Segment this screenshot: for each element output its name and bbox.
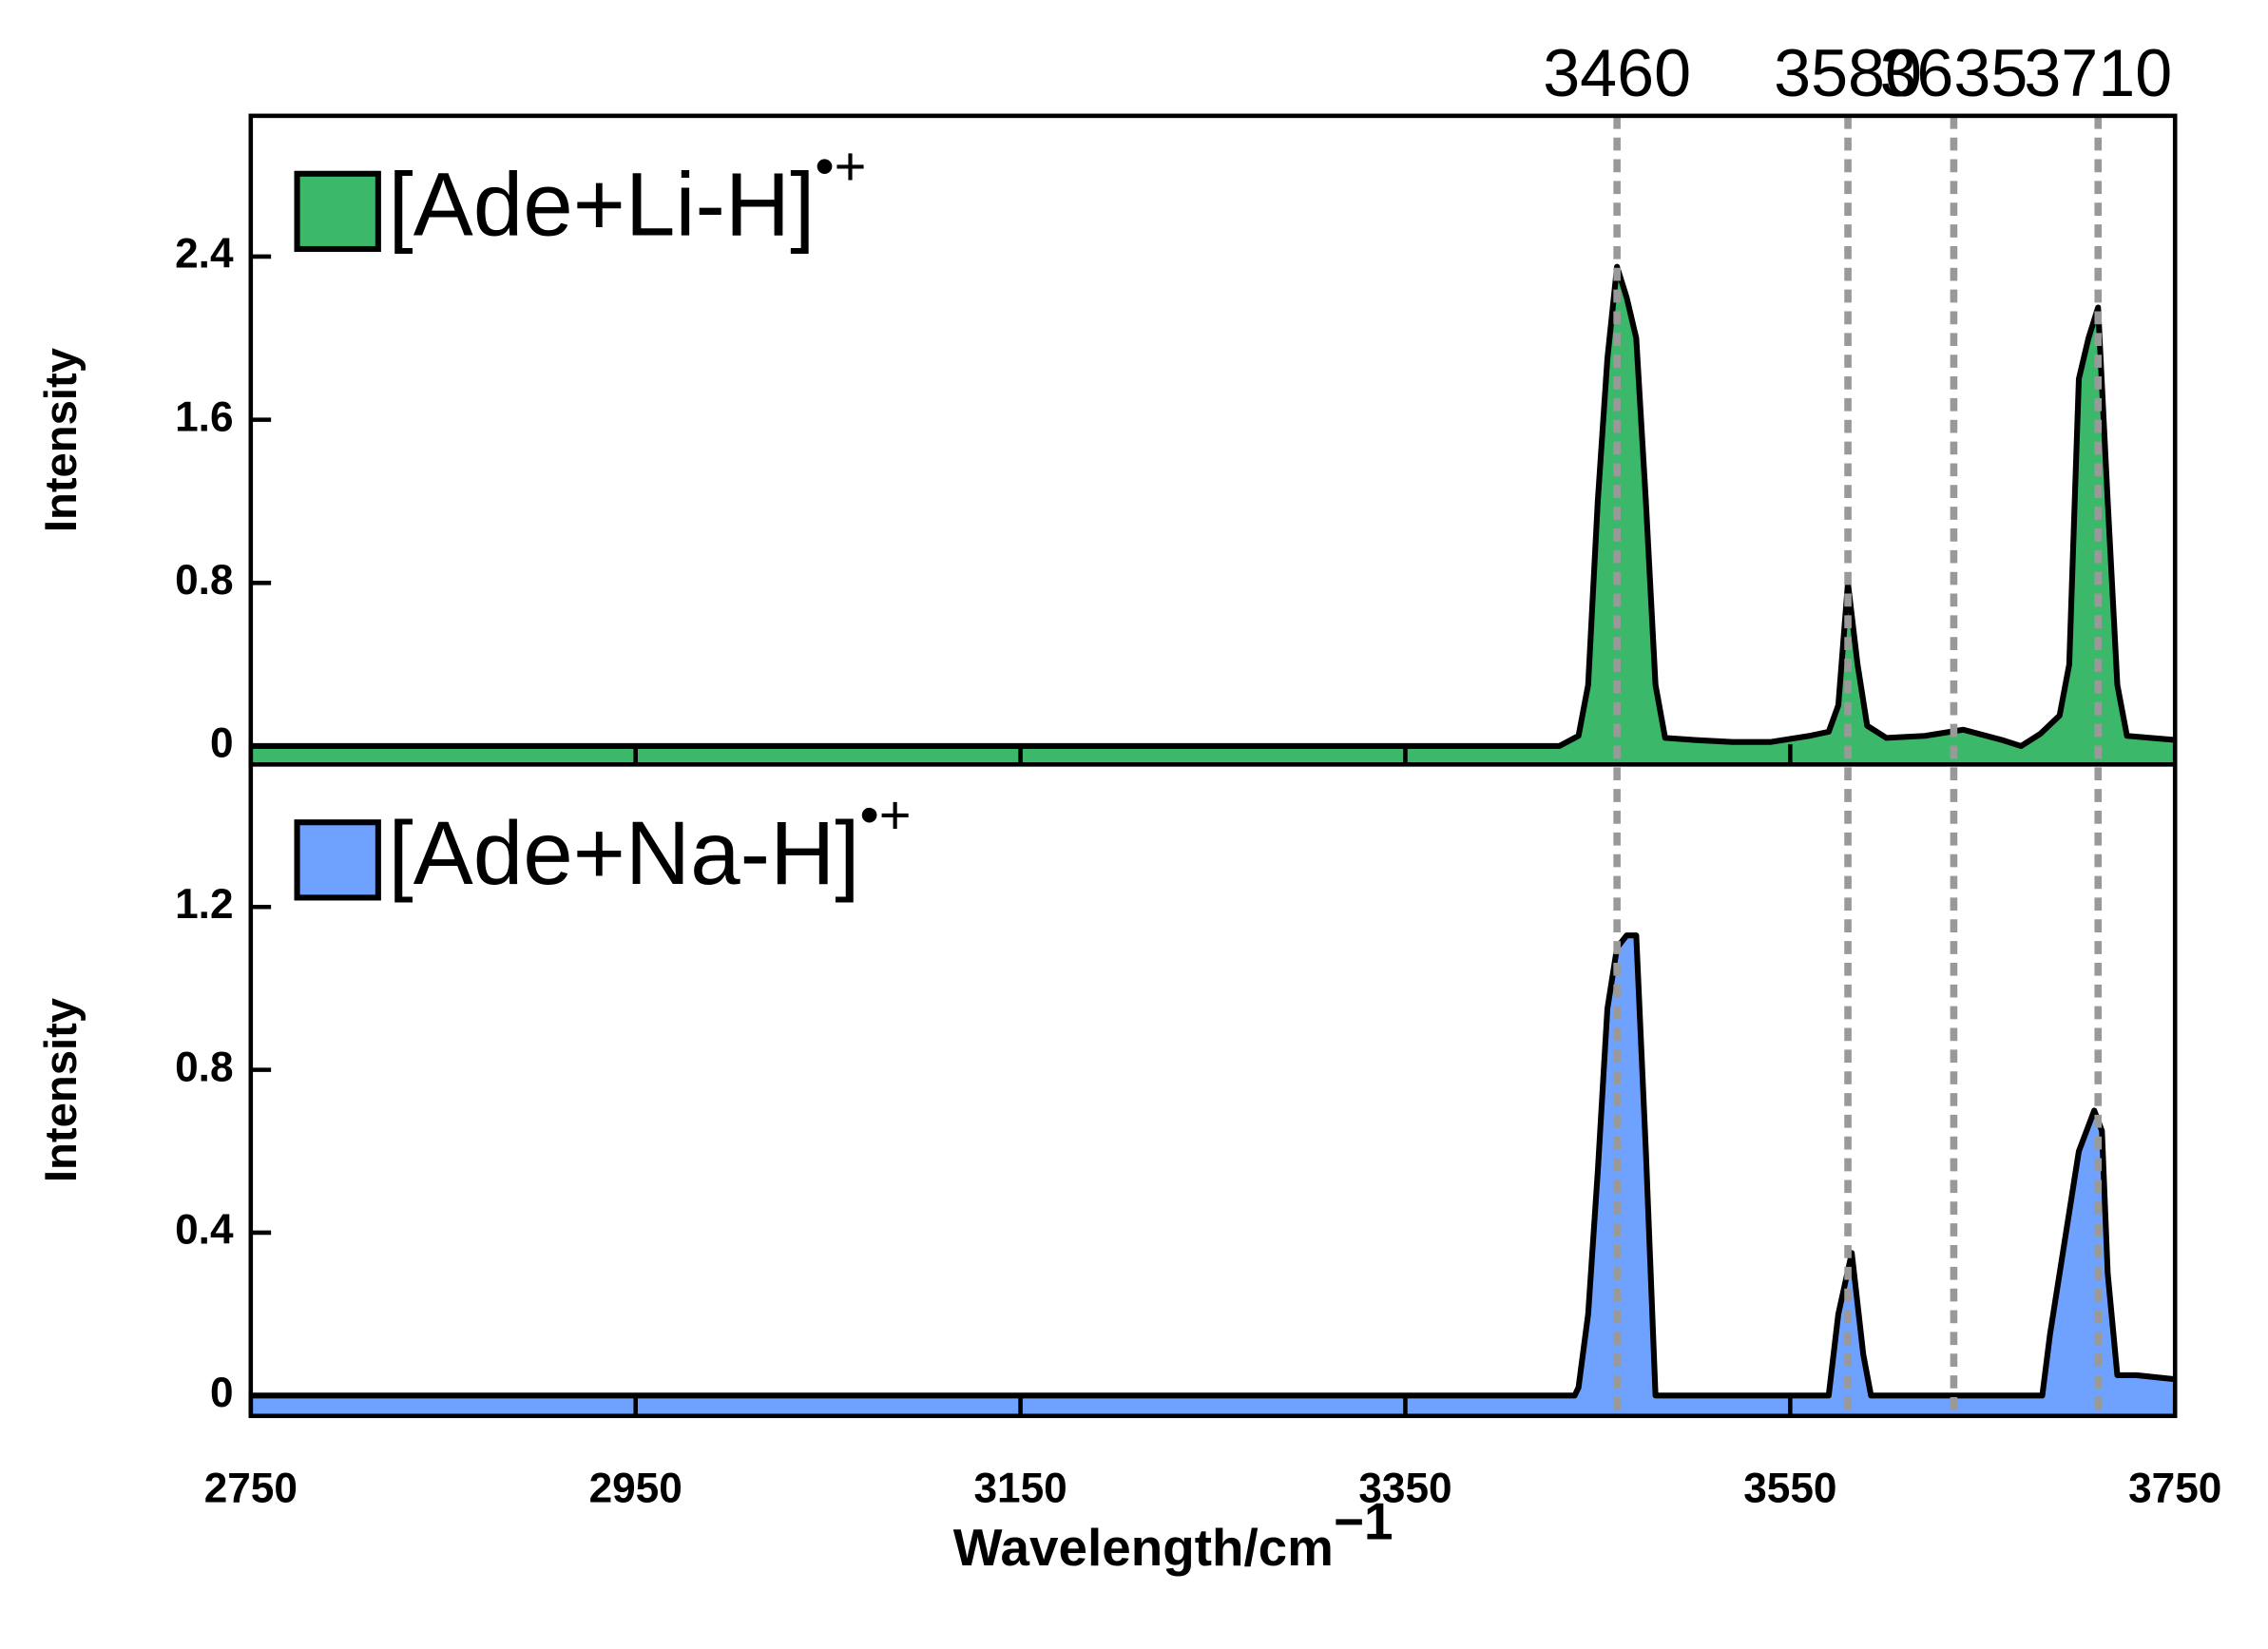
reference-label: 3460 [1543, 36, 1691, 110]
x-tick-label: 2750 [204, 1466, 298, 1512]
area [250, 266, 2176, 765]
y-tick-label: 0.4 [175, 1207, 234, 1254]
y-axis-label: Intensity [36, 998, 86, 1182]
x-tick-label: 3750 [2128, 1466, 2221, 1512]
line [250, 263, 2176, 750]
x-axis-label: Wavelength/cm−1 [953, 1492, 1393, 1577]
x-tick-label: 3350 [1358, 1466, 1451, 1512]
legend-name: [Ade+Li-H] [389, 155, 816, 255]
legend-sup: •+ [815, 137, 866, 198]
area [250, 935, 2176, 1416]
reference-label: 3580 [1774, 36, 1922, 110]
legend-swatch [294, 819, 381, 901]
legend-sup: •+ [860, 785, 912, 846]
y-tick-label: 1.6 [175, 393, 233, 440]
x-axis-label-sup: −1 [1334, 1492, 1393, 1551]
y-tick-label: 0.8 [175, 557, 233, 604]
reference-label: 3635 [1879, 36, 2028, 110]
x-axis-label-main: Wavelength/cm [953, 1518, 1334, 1577]
y-tick-label: 0 [210, 1370, 234, 1416]
y-axis-label: Intensity [36, 348, 86, 532]
x-tick-label: 3150 [973, 1466, 1067, 1512]
line [250, 932, 2176, 1399]
legend-label: [Ade+Na-H]•+ [389, 785, 912, 903]
legend-label: [Ade+Li-H]•+ [389, 137, 867, 255]
y-tick-label: 0 [210, 720, 234, 767]
y-tick-label: 1.2 [175, 881, 233, 928]
legend-name: [Ade+Na-H] [389, 804, 860, 904]
y-tick-label: 0.8 [175, 1044, 233, 1090]
x-tick-label: 3550 [1743, 1466, 1836, 1512]
plot-frame [248, 761, 2178, 1419]
x-tick-label: 2950 [589, 1466, 682, 1512]
reference-label: 3710 [2024, 36, 2172, 110]
y-tick-label: 2.4 [175, 231, 234, 278]
legend-swatch [294, 170, 381, 253]
